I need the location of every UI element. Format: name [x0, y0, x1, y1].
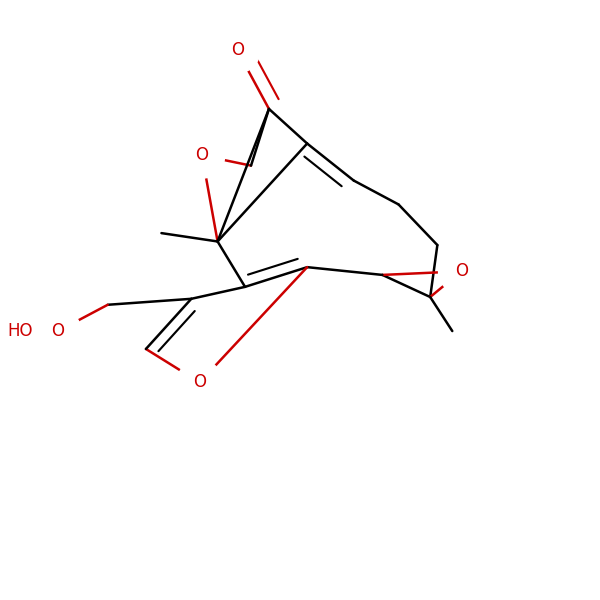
Text: O: O	[193, 373, 206, 391]
Circle shape	[177, 360, 223, 405]
Text: O: O	[231, 41, 244, 59]
Text: O: O	[196, 146, 209, 164]
Circle shape	[179, 133, 225, 178]
Circle shape	[439, 248, 484, 294]
Circle shape	[35, 308, 81, 354]
Text: HO: HO	[8, 322, 33, 340]
Text: O: O	[52, 322, 65, 340]
Text: O: O	[455, 262, 468, 280]
Circle shape	[215, 28, 260, 73]
